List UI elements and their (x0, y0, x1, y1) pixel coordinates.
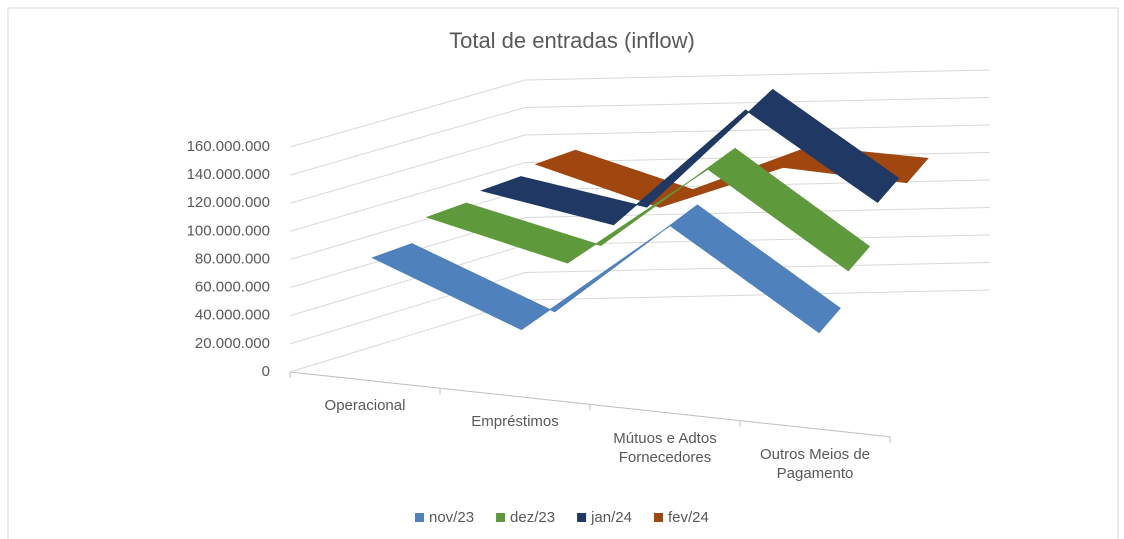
grid-line (289, 97, 991, 176)
grid-line (289, 124, 991, 204)
chart-title: Total de entradas (inflow) (449, 28, 695, 53)
series-ribbon (425, 147, 871, 272)
chart-frame (7, 7, 1119, 539)
y-tick-label: 60.000.000 (195, 279, 270, 296)
x-tick-label: Outros Meios de Pagamento (759, 445, 871, 482)
legend-swatch (653, 513, 663, 522)
legend-swatch (496, 513, 506, 522)
series-ribbon (371, 204, 841, 334)
x-tick-label: Mútuos e Adtos Fornecedores (613, 429, 717, 466)
y-tick-label: 140.000.000 (187, 166, 270, 183)
y-tick-label: 160.000.000 (187, 138, 270, 155)
grid-line (289, 69, 991, 148)
x-tick-label: Empréstimos (471, 413, 559, 431)
series-ribbon (479, 88, 900, 226)
grid-line (289, 262, 991, 345)
y-tick-label: 120.000.000 (187, 194, 270, 211)
grid-line (289, 207, 991, 289)
legend-label: jan/24 (590, 509, 632, 526)
y-tick-label: 0 (262, 363, 270, 380)
y-tick-label: 100.000.000 (187, 222, 270, 239)
y-tick-label: 20.000.000 (195, 335, 270, 352)
y-tick-label: 40.000.000 (195, 307, 270, 324)
legend-label: fev/24 (668, 509, 709, 526)
legend-swatch (415, 513, 424, 522)
y-tick-label: 80.000.000 (195, 250, 270, 267)
legend-swatch (577, 513, 587, 522)
x-tick-label: Operacional (324, 397, 406, 415)
legend-label: dez/23 (510, 509, 555, 526)
legend-label: nov/23 (429, 509, 474, 526)
